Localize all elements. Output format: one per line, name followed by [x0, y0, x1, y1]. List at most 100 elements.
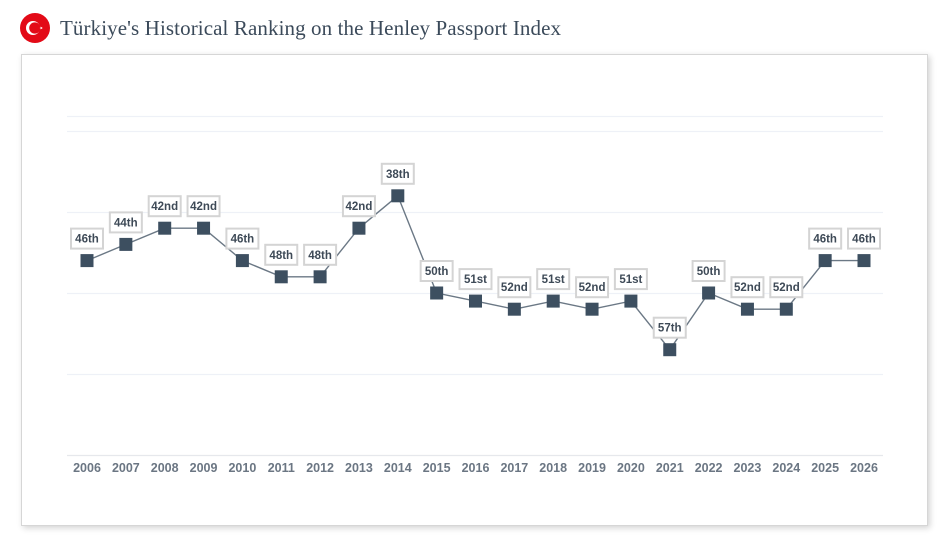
- data-point-marker: [818, 254, 832, 268]
- x-tick-label: 2016: [462, 461, 490, 475]
- data-label-text: 38th: [386, 169, 410, 181]
- x-tick-label: 2015: [423, 461, 451, 475]
- markers: [80, 189, 871, 357]
- data-point-marker: [391, 189, 405, 203]
- data-label-box: [769, 276, 804, 299]
- data-label-text: 52nd: [501, 282, 528, 294]
- data-label-box: [341, 195, 376, 218]
- data-label-text: 52nd: [773, 282, 800, 294]
- x-tick-label: 2013: [345, 461, 373, 475]
- data-label-text: 44th: [114, 217, 138, 229]
- data-label-box: [730, 276, 765, 299]
- data-label-text: 48th: [269, 250, 293, 262]
- x-tick-label: 2022: [695, 461, 723, 475]
- data-label: 46th: [808, 227, 843, 250]
- data-point-marker: [663, 343, 677, 357]
- data-labels: 46th 44th 42nd 42nd 46th 48th 48th 42nd 38th 50th…: [70, 162, 881, 339]
- x-tick-label: 2014: [384, 461, 412, 475]
- x-tick-label: 2006: [73, 461, 101, 475]
- x-tick-label: 2018: [539, 461, 567, 475]
- data-point-marker: [546, 294, 560, 308]
- data-label-text: 42nd: [190, 201, 217, 213]
- data-point-marker: [119, 237, 133, 251]
- data-label-box: [613, 268, 648, 291]
- data-label-text: 51st: [619, 274, 642, 286]
- x-tick-label: 2019: [578, 461, 606, 475]
- data-label-text: 51st: [542, 274, 565, 286]
- page-title: Türkiye's Historical Ranking on the Henl…: [60, 15, 562, 40]
- data-label: 42nd: [186, 195, 221, 218]
- data-label-box: [847, 227, 881, 250]
- data-label-text: 46th: [813, 234, 837, 246]
- data-label-box: [458, 268, 493, 291]
- x-tick-label: 2023: [734, 461, 762, 475]
- data-point-marker: [430, 286, 444, 300]
- data-label-box: [380, 162, 415, 185]
- data-label-text: 50th: [697, 266, 721, 278]
- data-label: 46th: [847, 227, 881, 250]
- data-label: 46th: [225, 227, 260, 250]
- data-label-text: 42nd: [151, 201, 178, 213]
- x-tick-label: 2009: [190, 461, 218, 475]
- data-label-text: 42nd: [346, 201, 373, 213]
- data-point-marker: [740, 302, 754, 316]
- data-label: 50th: [691, 260, 726, 282]
- data-label-box: [186, 195, 221, 218]
- data-point-marker: [857, 254, 871, 268]
- data-label-box: [536, 268, 571, 291]
- data-label: 52nd: [730, 276, 765, 299]
- data-label: 46th: [70, 227, 104, 250]
- data-point-marker: [352, 221, 366, 235]
- data-point-marker: [313, 270, 327, 284]
- data-point-marker: [624, 294, 638, 308]
- data-label-box: [70, 227, 104, 250]
- x-axis: 2006 2007 2008 2009 2010 2011 2012 2013 2014 2015…: [73, 461, 878, 475]
- data-point-marker: [80, 254, 94, 268]
- x-tick-label: 2008: [151, 461, 179, 475]
- chart-header: Türkiye's Historical Ranking on the Henl…: [20, 12, 561, 44]
- data-point-marker: [235, 254, 249, 268]
- data-point-marker: [507, 302, 521, 316]
- data-label: 57th: [652, 316, 687, 339]
- data-label-box: [303, 243, 338, 266]
- data-label: 42nd: [341, 195, 376, 218]
- data-label-text: 50th: [425, 266, 449, 278]
- data-label-text: 51st: [464, 274, 487, 286]
- x-tick-label: 2025: [811, 461, 839, 475]
- data-label-box: [808, 227, 843, 250]
- data-label-text: 46th: [75, 234, 99, 246]
- data-label: 51st: [458, 268, 493, 291]
- data-label: 48th: [264, 243, 299, 266]
- data-label-text: 52nd: [734, 282, 761, 294]
- x-tick-label: 2010: [228, 461, 256, 475]
- data-label: 52nd: [575, 276, 610, 299]
- data-label: 44th: [108, 211, 143, 234]
- x-tick-label: 2020: [617, 461, 645, 475]
- data-point-marker: [158, 221, 172, 235]
- x-tick-label: 2012: [306, 461, 334, 475]
- data-label-box: [497, 276, 532, 299]
- data-label-box: [147, 195, 182, 218]
- data-label: 48th: [303, 243, 338, 266]
- x-tick-label: 2011: [268, 461, 295, 475]
- x-tick-label: 2024: [772, 461, 800, 475]
- data-label-text: 46th: [231, 234, 255, 246]
- data-point-marker: [585, 302, 599, 316]
- x-tick-label: 2007: [112, 461, 140, 475]
- data-label: 42nd: [147, 195, 182, 218]
- data-label-box: [652, 316, 687, 339]
- data-label: 52nd: [769, 276, 804, 299]
- data-label: 51st: [613, 268, 648, 291]
- data-label-text: 48th: [308, 250, 332, 262]
- data-point-marker: [779, 302, 793, 316]
- data-label-box: [691, 260, 726, 282]
- data-point-marker: [702, 286, 716, 300]
- data-point-marker: [197, 221, 211, 235]
- data-label-text: 46th: [852, 234, 876, 246]
- x-tick-label: 2017: [500, 461, 528, 475]
- data-label-box: [108, 211, 143, 234]
- data-label-box: [419, 260, 454, 282]
- data-label-box: [225, 227, 260, 250]
- data-point-marker: [274, 270, 288, 284]
